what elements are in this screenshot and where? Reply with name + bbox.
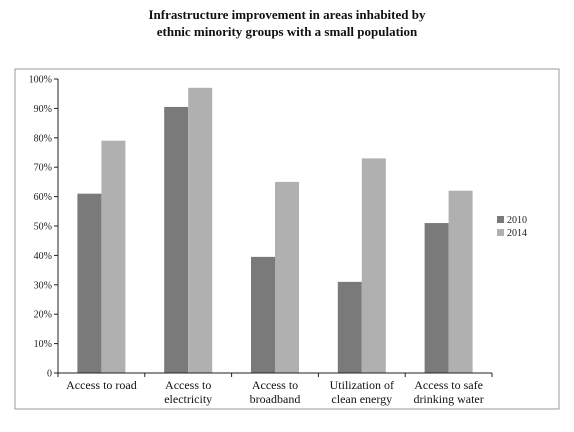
bar-2014-1 [188,87,213,373]
bar-2010-3 [337,281,362,373]
y-tick-label: 100% [29,75,52,86]
chart-title-line-2: ethnic minority groups with a small popu… [156,24,418,39]
x-category-label-line: drinking water [413,392,483,406]
bar-2010-0 [77,193,102,373]
x-category-label: Access to safe drinking water [413,378,483,406]
x-category-label-line: broadband [250,392,301,406]
x-category-label-line: clean energy [331,392,392,406]
y-tick-label: 20% [34,310,52,321]
bar-2010-2 [251,256,275,373]
x-category-label-line: Access to road [66,378,137,392]
x-category-label-line: Access to safe [414,378,483,392]
y-tick-label: 60% [34,192,52,203]
x-category-label: Access to road [66,378,137,392]
y-tick-label: 0 [47,369,52,380]
x-category-label: Utilization of clean energy [330,378,394,406]
y-tick-label: 50% [34,222,52,233]
y-tick-label: 90% [34,104,52,115]
x-category-label: Access to broadband [250,378,301,406]
y-tick-label: 10% [34,339,52,350]
bar-2010-1 [164,106,189,374]
x-category-label: Access to electricity [164,378,212,406]
bar-2010-4 [424,223,449,373]
y-tick-label: 80% [34,133,52,144]
legend-swatch-2010 [497,216,504,223]
x-category-label-line: electricity [164,392,212,406]
bar-2014-3 [361,158,386,373]
legend-label-2014: 2014 [507,228,527,239]
legend-label-2010: 2010 [507,215,527,226]
bar-2014-2 [275,181,299,373]
bar-2014-4 [448,190,473,373]
y-tick-label: 70% [34,163,52,174]
y-tick-label: 40% [34,251,52,262]
legend-swatch-2014 [497,229,504,236]
y-tick-label: 30% [34,280,52,291]
x-category-label-line: Access to [165,378,211,392]
bar-2014-0 [101,140,126,373]
x-category-label-line: Utilization of [330,378,394,392]
chart-title: Infrastructure improvement in areas inha… [0,6,574,40]
x-category-label-line: Access to [252,378,298,392]
chart-title-line-1: Infrastructure improvement in areas inha… [148,7,426,22]
